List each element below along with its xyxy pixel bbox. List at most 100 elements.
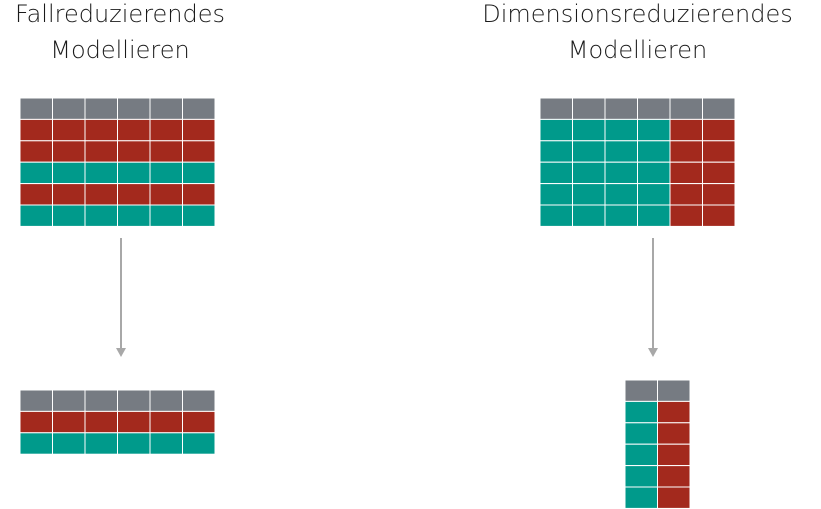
header-cell xyxy=(604,97,638,120)
teal-cell xyxy=(624,443,658,467)
header-cell xyxy=(84,389,118,412)
teal-cell xyxy=(182,204,216,227)
red-cell xyxy=(19,118,53,142)
header-cell xyxy=(182,389,216,412)
header-cell xyxy=(149,97,183,120)
header-cell xyxy=(182,97,216,120)
left-arrow xyxy=(116,238,126,357)
red-cell xyxy=(149,140,183,163)
teal-cell xyxy=(117,204,151,227)
teal-cell xyxy=(604,204,638,227)
teal-cell xyxy=(637,118,671,142)
header-cell xyxy=(702,97,736,120)
teal-cell xyxy=(572,183,606,206)
teal-cell xyxy=(637,204,671,227)
header-cell xyxy=(539,97,573,120)
red-cell xyxy=(182,118,216,142)
teal-cell xyxy=(604,183,638,206)
teal-cell xyxy=(637,140,671,163)
teal-cell xyxy=(604,140,638,163)
header-cell xyxy=(52,97,86,120)
red-cell xyxy=(182,410,216,434)
red-cell xyxy=(117,118,151,142)
red-cell xyxy=(702,140,736,163)
red-cell xyxy=(702,161,736,185)
red-cell xyxy=(657,400,691,424)
header-cell xyxy=(637,97,671,120)
left-before-table xyxy=(19,97,216,227)
teal-cell xyxy=(539,118,573,142)
red-cell xyxy=(149,118,183,142)
left-panel-title: Fallreduzierendes Modellieren xyxy=(0,0,240,68)
teal-cell xyxy=(637,183,671,206)
teal-cell xyxy=(52,204,86,227)
header-cell xyxy=(117,389,151,412)
teal-cell xyxy=(572,161,606,185)
teal-cell xyxy=(19,432,53,455)
red-cell xyxy=(84,410,118,434)
left-arrow-head xyxy=(116,348,126,357)
teal-cell xyxy=(19,204,53,227)
red-cell xyxy=(702,183,736,206)
red-cell xyxy=(669,161,703,185)
header-cell xyxy=(19,389,53,412)
header-cell xyxy=(149,389,183,412)
right-title-line1: Dimensionsreduzierendes xyxy=(482,0,793,28)
header-cell xyxy=(572,97,606,120)
teal-cell xyxy=(604,118,638,142)
red-cell xyxy=(669,140,703,163)
red-cell xyxy=(702,204,736,227)
red-cell xyxy=(182,140,216,163)
red-cell xyxy=(84,140,118,163)
teal-cell xyxy=(149,161,183,185)
teal-cell xyxy=(52,161,86,185)
header-cell xyxy=(84,97,118,120)
teal-cell xyxy=(52,432,86,455)
teal-cell xyxy=(84,161,118,185)
teal-cell xyxy=(149,432,183,455)
red-cell xyxy=(657,443,691,467)
teal-cell xyxy=(624,486,658,509)
red-cell xyxy=(657,422,691,445)
header-cell xyxy=(669,97,703,120)
header-cell xyxy=(117,97,151,120)
teal-cell xyxy=(84,204,118,227)
right-arrow xyxy=(648,238,658,357)
teal-cell xyxy=(624,422,658,445)
right-arrow-head xyxy=(648,348,658,357)
teal-cell xyxy=(182,432,216,455)
red-cell xyxy=(84,183,118,206)
teal-cell xyxy=(19,161,53,185)
teal-cell xyxy=(637,161,671,185)
red-cell xyxy=(52,183,86,206)
teal-cell xyxy=(539,161,573,185)
header-cell xyxy=(657,379,691,402)
red-cell xyxy=(117,140,151,163)
teal-cell xyxy=(604,161,638,185)
red-cell xyxy=(52,140,86,163)
red-cell xyxy=(52,118,86,142)
red-cell xyxy=(52,410,86,434)
teal-cell xyxy=(572,140,606,163)
left-title-line1: Fallreduzierendes xyxy=(14,0,226,28)
red-cell xyxy=(84,118,118,142)
teal-cell xyxy=(539,140,573,163)
red-cell xyxy=(669,118,703,142)
teal-cell xyxy=(624,400,658,424)
header-cell xyxy=(19,97,53,120)
red-cell xyxy=(702,118,736,142)
teal-cell xyxy=(624,465,658,488)
teal-cell xyxy=(117,432,151,455)
teal-cell xyxy=(182,161,216,185)
teal-cell xyxy=(572,204,606,227)
left-after-table xyxy=(19,389,216,455)
right-title-line2: Modellieren xyxy=(567,36,708,64)
left-title-line2: Modellieren xyxy=(50,36,190,64)
red-cell xyxy=(669,183,703,206)
teal-cell xyxy=(539,183,573,206)
red-cell xyxy=(149,410,183,434)
red-cell xyxy=(19,140,53,163)
teal-cell xyxy=(84,432,118,455)
header-cell xyxy=(52,389,86,412)
